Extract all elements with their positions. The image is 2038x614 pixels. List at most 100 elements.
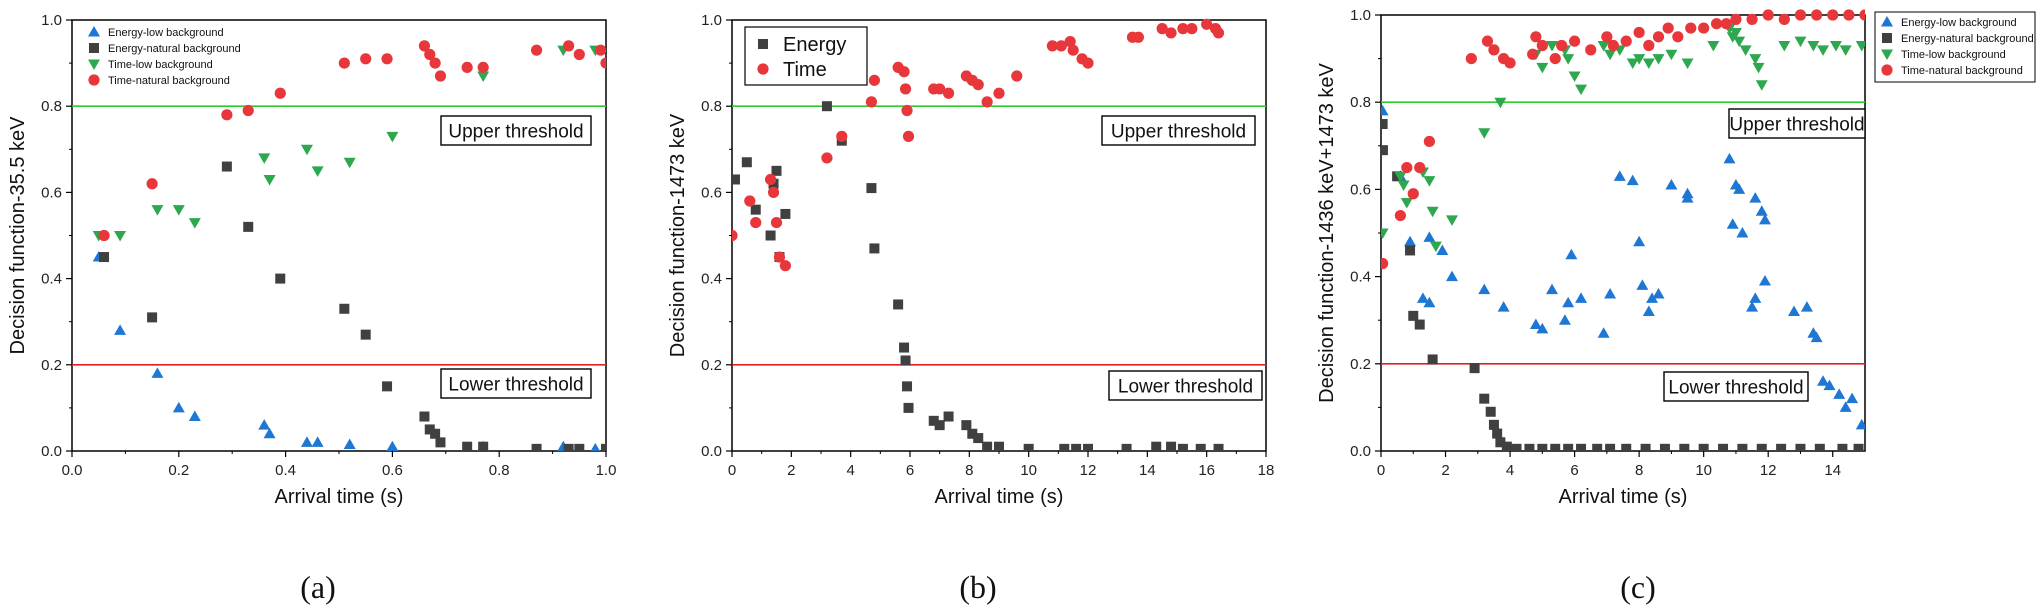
data-point: [993, 87, 1005, 99]
data-point: [300, 144, 313, 156]
data-point: [386, 131, 399, 143]
data-point: [1497, 301, 1510, 312]
data-point: [1055, 40, 1067, 52]
data-point: [1659, 443, 1670, 451]
data-point: [418, 40, 431, 52]
data-point: [339, 303, 350, 314]
data-point: [1423, 135, 1435, 148]
data-point: [1601, 31, 1613, 43]
data-point: [1478, 128, 1491, 139]
data-point: [151, 367, 164, 378]
data-point: [1401, 162, 1413, 174]
data-point: [1550, 443, 1561, 451]
legend-marker: [1882, 33, 1892, 43]
x-tick-label: 12: [1760, 462, 1777, 479]
data-point: [1423, 296, 1436, 308]
data-point: [1643, 39, 1655, 52]
y-tick-label: 0.6: [701, 184, 722, 201]
data-point: [1562, 54, 1575, 65]
data-point: [1642, 58, 1655, 69]
data-point: [99, 252, 110, 263]
data-point: [1485, 406, 1496, 417]
data-point: [1585, 44, 1597, 56]
data-point: [1530, 31, 1542, 43]
data-point: [1394, 209, 1406, 222]
data-point: [943, 411, 954, 422]
series-energy-low-background: [1381, 104, 1865, 430]
data-point: [531, 443, 542, 451]
data-point: [1429, 241, 1442, 253]
data-point: [1665, 179, 1678, 190]
data-point: [1195, 443, 1206, 451]
x-tick-label: 0.6: [382, 462, 403, 479]
data-point: [1423, 231, 1436, 242]
data-point: [1563, 443, 1574, 451]
data-point: [903, 402, 914, 413]
data-point: [1549, 53, 1561, 65]
data-point: [424, 48, 436, 61]
data-point: [114, 231, 127, 242]
panel-label: (a): [300, 569, 336, 605]
data-point: [1758, 213, 1771, 225]
series-time-natural-background: [98, 40, 606, 242]
data-point: [477, 71, 490, 83]
data-point: [1151, 441, 1162, 451]
data-point: [961, 420, 972, 431]
series-energy-natural-background: [99, 161, 606, 451]
data-point: [1636, 279, 1649, 290]
data-point: [1381, 145, 1388, 156]
x-tick-label: 14: [1824, 462, 1841, 479]
x-tick-label: 12: [1080, 462, 1097, 479]
data-point: [338, 57, 350, 69]
data-point: [1201, 18, 1213, 30]
data-point: [994, 441, 1004, 451]
data-point: [1817, 45, 1830, 56]
data-point: [900, 355, 911, 366]
upper-threshold-box: [440, 115, 592, 146]
data-point: [1524, 443, 1535, 451]
series-time-low-background: [92, 45, 602, 242]
data-point: [1607, 39, 1619, 52]
y-tick-label: 0.8: [701, 98, 722, 115]
x-tick-label: 6: [906, 462, 914, 479]
series-energy-low-background: [92, 251, 600, 451]
data-point: [1400, 197, 1413, 209]
lower-threshold-label: Lower threshold: [1668, 378, 1803, 399]
data-point: [563, 40, 575, 52]
data-point: [1823, 379, 1836, 391]
data-point: [435, 437, 446, 448]
data-point: [1488, 44, 1500, 56]
data-point: [1511, 443, 1522, 451]
data-point: [360, 53, 372, 65]
data-point: [928, 415, 939, 426]
x-tick-label: 10: [1695, 462, 1712, 479]
data-point: [1746, 13, 1758, 25]
data-point: [779, 260, 792, 272]
data-point: [1730, 13, 1742, 25]
data-point: [1679, 443, 1690, 451]
data-point: [1778, 41, 1791, 52]
data-point: [275, 273, 286, 284]
data-point: [934, 420, 945, 431]
data-point: [1478, 283, 1491, 295]
lower-threshold-label: Lower threshold: [448, 375, 583, 396]
data-point: [1556, 39, 1568, 52]
data-point: [972, 79, 984, 91]
data-point: [1755, 205, 1768, 216]
legend-marker: [1881, 16, 1893, 27]
data-point: [1427, 354, 1438, 365]
data-point: [1546, 41, 1559, 52]
data-point: [780, 208, 791, 219]
legend-marker: [1881, 49, 1893, 60]
data-point: [767, 186, 780, 198]
data-point: [1394, 171, 1407, 183]
y-tick-label: 0.0: [41, 443, 62, 460]
y-axis-label: Decision function-1436 keV+1473 keV: [1316, 63, 1338, 403]
data-point: [419, 411, 430, 422]
data-point: [1633, 235, 1646, 247]
data-point: [732, 229, 738, 242]
data-point: [478, 441, 489, 451]
data-point: [1064, 35, 1076, 48]
data-point: [1726, 218, 1739, 229]
legend-label: Time-natural background: [1901, 65, 2023, 77]
